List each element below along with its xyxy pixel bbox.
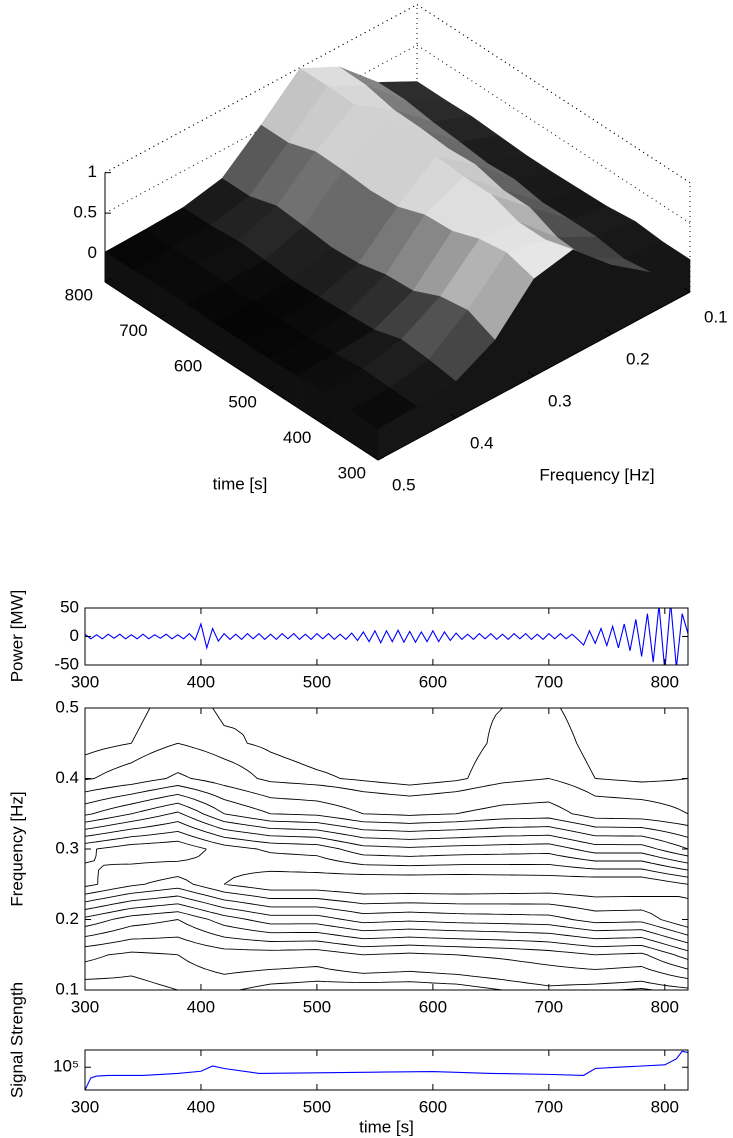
- y-tick-label: 50: [60, 597, 79, 616]
- x-axis-label: Frequency [Hz]: [539, 465, 654, 484]
- panel: 300 400 500 600 700 800 0.1 0.2 0.3 0.4 0.5 Frequen…: [7, 697, 689, 1016]
- x-tick-label: 300: [71, 997, 99, 1016]
- x-tick-label: 800: [651, 997, 679, 1016]
- y-tick-label: 500: [228, 392, 256, 411]
- x-tick-label: 300: [71, 1097, 99, 1116]
- y-tick-label: 300: [338, 463, 366, 482]
- x-tick: [527, 371, 535, 377]
- x-tick-label: 500: [303, 1097, 331, 1116]
- x-tick: [449, 413, 457, 419]
- x-tick-label: 700: [535, 1097, 563, 1116]
- contour-line: [85, 785, 688, 970]
- x-tick-label: 800: [651, 1097, 679, 1116]
- z-tick-label: 1: [88, 162, 97, 181]
- x-tick-label: 300: [71, 672, 99, 691]
- y-tick: [323, 420, 330, 425]
- y-tick-label: 10⁵: [53, 1057, 79, 1076]
- contour-line: [85, 802, 688, 952]
- y-tick-label: 0: [70, 626, 79, 645]
- contour-line: [85, 821, 688, 936]
- plot-area: [85, 1050, 688, 1090]
- x-tick-label: 0.4: [470, 433, 494, 452]
- surface-plot: 0 0.5 1 300 400 500 600 700 800 0.1 0.2 0.3 0.4 0.5 ti…: [65, 4, 728, 494]
- x-tick-label: 700: [535, 997, 563, 1016]
- x-tick-label: 400: [187, 1097, 215, 1116]
- y-axis-label: Power [MW]: [7, 590, 26, 683]
- axes-frame: [84, 707, 689, 991]
- y-tick-label: 400: [283, 428, 311, 447]
- y-tick-label: 0.3: [55, 838, 79, 857]
- x-tick-label: 400: [187, 997, 215, 1016]
- y-tick: [213, 349, 221, 354]
- z-tick-label: 0.5: [73, 203, 97, 222]
- x-tick-label: 0.1: [704, 307, 728, 326]
- contour-line: [85, 708, 688, 990]
- y-tick-label: 0.4: [55, 768, 79, 787]
- x-tick-label: 600: [419, 1097, 447, 1116]
- box-edge: [104, 44, 418, 214]
- y-tick-label: 0.5: [55, 697, 79, 716]
- y-tick-label: 800: [65, 285, 93, 304]
- contour-line: [85, 840, 688, 920]
- x-tick-label: 600: [419, 672, 447, 691]
- x-tick-label: 700: [535, 672, 563, 691]
- x-tick-label: 0.2: [626, 349, 650, 368]
- contour-line: [85, 811, 688, 944]
- data-line: [85, 608, 688, 665]
- y-tick-label: 700: [119, 321, 147, 340]
- x-tick: [371, 455, 379, 461]
- y-tick: [104, 278, 112, 283]
- x-tick-label: 600: [419, 997, 447, 1016]
- data-line: [85, 1050, 688, 1090]
- box-edge: [104, 4, 418, 174]
- panel: 300 400 500 600 700 800 10⁵ Signal Strength time…: [7, 982, 689, 1136]
- y-tick: [159, 314, 166, 319]
- y-tick-label: 600: [174, 357, 202, 376]
- y-tick-label: -50: [54, 654, 79, 673]
- x-tick-label: 0.5: [392, 475, 416, 494]
- x-tick: [683, 287, 691, 293]
- contour-line: [85, 830, 688, 928]
- contour-line: [85, 772, 688, 980]
- surface-skirt: [572, 249, 613, 356]
- contour-line: [85, 793, 688, 960]
- y-axis: [104, 281, 379, 461]
- x-tick-label: 500: [303, 672, 331, 691]
- y-axis-label: Signal Strength: [7, 982, 26, 1098]
- plot-area: [85, 608, 688, 665]
- y-tick-label: 0.1: [55, 979, 79, 998]
- y-axis-label: Frequency [Hz]: [7, 791, 26, 906]
- x-tick-label: 0.3: [548, 391, 572, 410]
- z-tick-label: 0: [88, 243, 97, 262]
- y-axis-label: time [s]: [213, 474, 268, 493]
- y-tick: [268, 385, 276, 390]
- contour-line: [85, 742, 688, 989]
- x-tick-label: 500: [303, 997, 331, 1016]
- x-tick-label: 800: [651, 672, 679, 691]
- plot-area: [85, 708, 688, 990]
- panel: 300 400 500 600 700 800 -50 0 50 Power [MW]: [7, 590, 689, 691]
- x-tick: [605, 329, 613, 335]
- x-axis-label: time [s]: [359, 1117, 414, 1136]
- x-tick-label: 400: [187, 672, 215, 691]
- y-tick-label: 0.2: [55, 909, 79, 928]
- axes-frame: [84, 1049, 689, 1091]
